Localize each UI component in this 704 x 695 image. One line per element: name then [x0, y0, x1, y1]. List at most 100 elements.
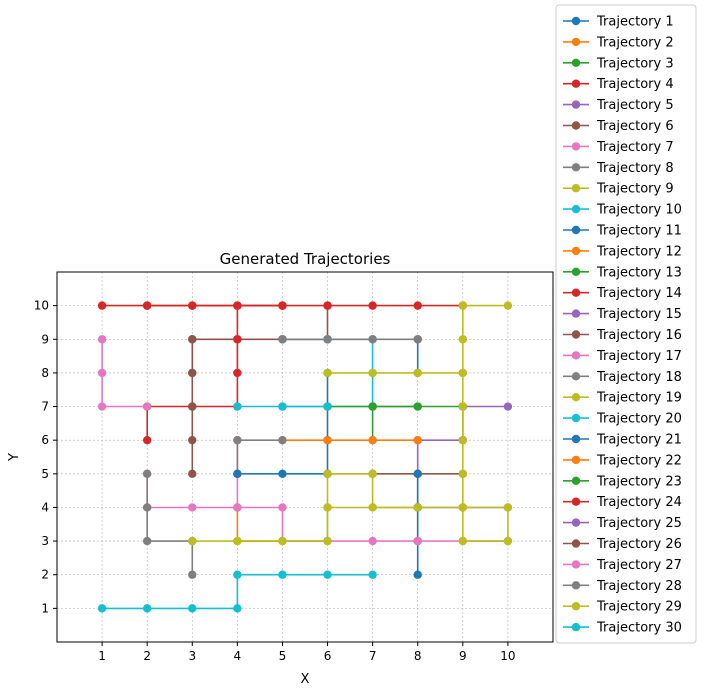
legend-marker [571, 309, 581, 318]
legend-entry: Trajectory 17 [563, 349, 682, 364]
data-point [233, 604, 242, 613]
data-point [188, 503, 197, 512]
x-tick-label: 1 [98, 649, 106, 663]
legend-label: Trajectory 10 [596, 203, 682, 218]
legend-marker [571, 58, 581, 67]
legend-marker [571, 16, 581, 26]
x-tick-label: 7 [369, 649, 377, 663]
data-point [233, 335, 242, 344]
data-point [278, 570, 287, 579]
data-point [458, 469, 468, 479]
data-point [368, 536, 377, 546]
data-point [97, 335, 107, 344]
series-line [102, 573, 373, 610]
data-point [458, 536, 468, 546]
legend-label: Trajectory 5 [596, 98, 674, 113]
data-point [233, 469, 242, 479]
data-point [368, 469, 377, 479]
legend-entry: Trajectory 21 [563, 433, 682, 448]
legend: Trajectory 1 Trajectory 2 Trajectory 3 Traj… [555, 4, 697, 644]
legend-entry: Trajectory 1 [563, 15, 674, 30]
legend-entry: Trajectory 25 [563, 516, 682, 531]
legend-marker [571, 204, 581, 214]
data-point [278, 402, 287, 411]
data-point [458, 503, 468, 512]
data-point [142, 435, 152, 445]
legend-label: Trajectory 19 [596, 391, 682, 406]
legend-marker [571, 142, 581, 151]
x-tick-label: 5 [279, 649, 287, 663]
data-point [458, 435, 468, 445]
data-point [368, 503, 377, 512]
data-point [413, 335, 422, 344]
legend-entry: Trajectory 15 [563, 307, 682, 322]
data-point [503, 536, 513, 546]
x-tick-label: 8 [414, 649, 422, 663]
legend-marker [571, 372, 581, 381]
x-tick-label: 4 [234, 649, 242, 663]
legend-entry: Trajectory 28 [563, 579, 682, 594]
legend-label: Trajectory 21 [596, 433, 682, 448]
data-point [368, 402, 377, 411]
legend-entry: Trajectory 3 [563, 56, 674, 71]
legend-label: Trajectory 6 [596, 119, 674, 134]
data-point [323, 469, 332, 479]
chart-title: Generated Trajectories [220, 250, 391, 268]
data-point [278, 301, 287, 310]
y-tick-label: 9 [41, 332, 49, 346]
series-trajectory-26 [188, 335, 197, 479]
data-point [458, 335, 468, 344]
data-point [188, 335, 197, 344]
data-point [233, 503, 242, 512]
y-tick-label: 1 [41, 601, 49, 615]
y-tick-label: 7 [41, 400, 49, 414]
x-axis-label: X [301, 672, 310, 687]
legend-label: Trajectory 11 [596, 224, 682, 239]
legend-label: Trajectory 22 [596, 453, 682, 468]
data-point [278, 335, 287, 344]
data-point [142, 503, 152, 512]
legend-marker [571, 267, 581, 276]
data-point [188, 570, 197, 579]
data-point [233, 402, 242, 411]
series-trajectory-20 [233, 402, 332, 411]
legend-entry: Trajectory 29 [563, 600, 682, 615]
data-point [413, 368, 422, 378]
y-tick-label: 6 [41, 433, 49, 447]
legend-entry: Trajectory 9 [563, 182, 674, 197]
legend-entry: Trajectory 6 [563, 119, 674, 134]
legend-marker [571, 581, 581, 590]
legend-frame [555, 4, 697, 644]
data-point [368, 368, 377, 378]
data-point [233, 301, 242, 310]
data-point [413, 536, 422, 546]
y-tick-label: 5 [41, 467, 49, 481]
legend-marker [571, 455, 581, 465]
legend-marker [571, 602, 581, 611]
legend-label: Trajectory 16 [596, 328, 682, 343]
legend-label: Trajectory 29 [596, 600, 682, 615]
data-point [413, 503, 422, 512]
legend-marker [571, 434, 581, 444]
data-point [458, 301, 468, 310]
data-point [323, 435, 332, 445]
series-line [146, 304, 283, 441]
data-point [188, 469, 197, 479]
legend-entry: Trajectory 5 [563, 98, 674, 113]
legend-entry: Trajectory 30 [563, 621, 682, 636]
data-point [413, 570, 422, 579]
data-point [233, 536, 242, 546]
data-point [97, 604, 107, 613]
data-point [368, 570, 377, 579]
series-trajectory-29 [188, 301, 513, 546]
legend-marker [571, 539, 581, 548]
data-point [188, 536, 197, 546]
legend-entry: Trajectory 11 [563, 224, 682, 239]
legend-entry: Trajectory 18 [563, 370, 682, 385]
legend-entry: Trajectory 16 [563, 328, 682, 343]
legend-marker [571, 497, 581, 506]
data-point [278, 503, 287, 512]
legend-entry: Trajectory 13 [563, 265, 682, 280]
data-point [413, 402, 422, 411]
